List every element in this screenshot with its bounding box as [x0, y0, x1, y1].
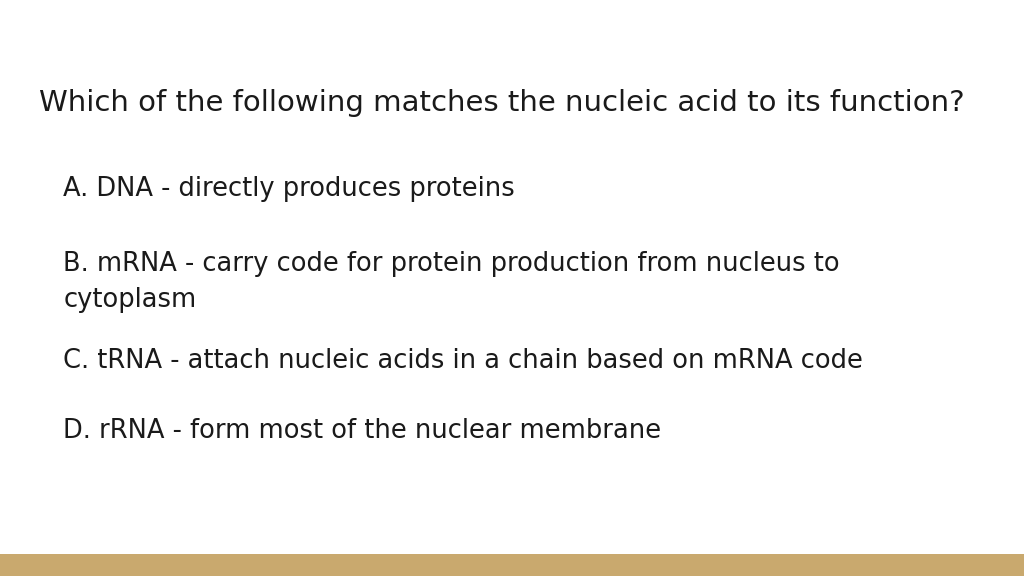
Text: D. rRNA - form most of the nuclear membrane: D. rRNA - form most of the nuclear membr…: [63, 418, 662, 444]
Text: A. DNA - directly produces proteins: A. DNA - directly produces proteins: [63, 176, 515, 202]
Bar: [0, 554, 1024, 576]
Text: Which of the following matches the nucleic acid to its function?: Which of the following matches the nucle…: [39, 89, 965, 118]
Text: C. tRNA - attach nucleic acids in a chain based on mRNA code: C. tRNA - attach nucleic acids in a chai…: [63, 348, 863, 374]
Text: B. mRNA - carry code for protein production from nucleus to
cytoplasm: B. mRNA - carry code for protein product…: [63, 251, 840, 313]
